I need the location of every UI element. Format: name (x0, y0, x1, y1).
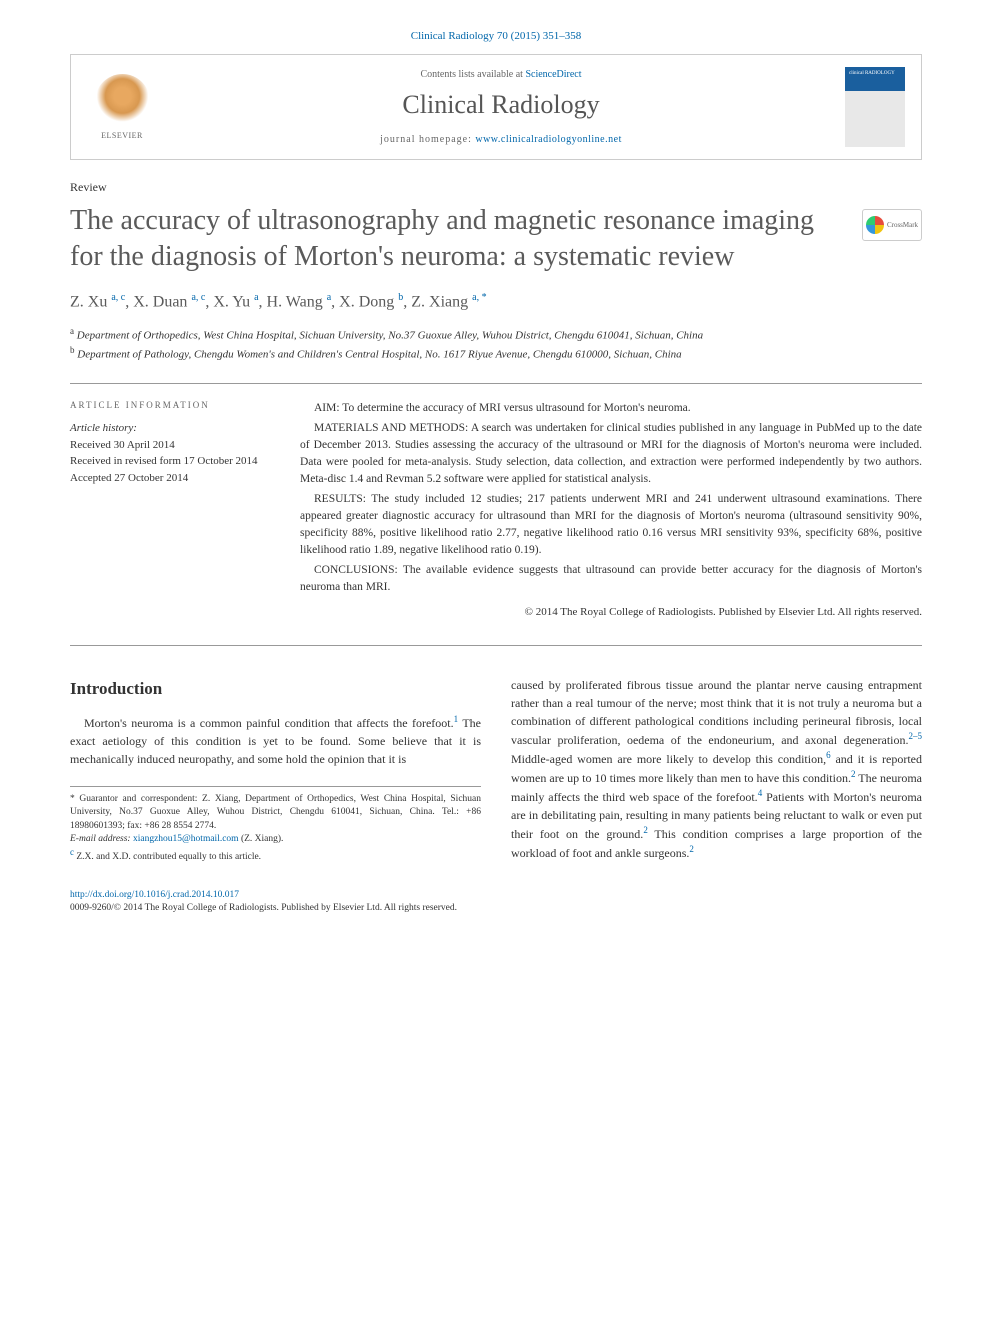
contents-prefix: Contents lists available at (420, 69, 525, 80)
body-text: Introduction Morton's neuroma is a commo… (70, 676, 922, 865)
elsevier-label: ELSEVIER (101, 131, 143, 140)
authors-list: Z. Xu a, c, X. Duan a, c, X. Yu a, H. Wa… (70, 292, 922, 311)
abstract-aim: AIM: To determine the accuracy of MRI ve… (300, 400, 922, 417)
revised-date: Received in revised form 17 October 2014 (70, 455, 258, 467)
history-label: Article history: (70, 422, 137, 434)
section-divider (70, 645, 922, 646)
abstract-results: RESULTS: The study included 12 studies; … (300, 491, 922, 560)
divider (70, 383, 922, 384)
received-date: Received 30 April 2014 (70, 439, 175, 451)
email-footnote: E-mail address: xiangzhou15@hotmail.com … (70, 833, 481, 846)
crossmark-label: CrossMark (887, 221, 918, 229)
elsevier-tree-icon (95, 74, 150, 129)
abstract: AIM: To determine the accuracy of MRI ve… (300, 400, 922, 620)
sciencedirect-link[interactable]: ScienceDirect (525, 69, 581, 80)
homepage-link[interactable]: www.clinicalradiologyonline.net (475, 134, 621, 145)
intro-paragraph-1: Morton's neuroma is a common painful con… (70, 713, 481, 768)
intro-heading: Introduction (70, 676, 481, 702)
article-title: The accuracy of ultrasonography and magn… (70, 203, 850, 276)
issn-copyright: 0009-9260/© 2014 The Royal College of Ra… (70, 903, 457, 913)
abstract-copyright: © 2014 The Royal College of Radiologists… (300, 604, 922, 621)
elsevier-logo[interactable]: ELSEVIER (87, 67, 157, 147)
affiliation-b: b Department of Pathology, Chengdu Women… (70, 344, 922, 363)
intro-paragraph-2: caused by proliferated fibrous tissue ar… (511, 676, 922, 862)
homepage-prefix: journal homepage: (380, 134, 475, 145)
footer: http://dx.doi.org/10.1016/j.crad.2014.10… (70, 889, 922, 916)
affiliations: a Department of Orthopedics, West China … (70, 325, 922, 363)
ref-2-5[interactable]: 2–5 (909, 731, 923, 741)
accepted-date: Accepted 27 October 2014 (70, 472, 188, 484)
article-type-label: Review (70, 180, 922, 195)
article-info-block: ARTICLE INFORMATION Article history: Rec… (70, 400, 270, 620)
contents-available-line: Contents lists available at ScienceDirec… (177, 69, 825, 80)
journal-cover-thumbnail[interactable] (845, 67, 905, 147)
journal-reference: Clinical Radiology 70 (2015) 351–358 (70, 30, 922, 42)
doi-link[interactable]: http://dx.doi.org/10.1016/j.crad.2014.10… (70, 890, 239, 900)
header-center: Contents lists available at ScienceDirec… (177, 69, 825, 145)
crossmark-badge[interactable]: CrossMark (862, 209, 922, 241)
abstract-conclusions: CONCLUSIONS: The available evidence sugg… (300, 562, 922, 597)
journal-homepage-line: journal homepage: www.clinicalradiologyo… (177, 134, 825, 145)
ref-2c[interactable]: 2 (689, 844, 694, 854)
journal-header: ELSEVIER Contents lists available at Sci… (70, 54, 922, 160)
abstract-methods: MATERIALS AND METHODS: A search was unde… (300, 420, 922, 489)
email-link[interactable]: xiangzhou15@hotmail.com (133, 834, 239, 844)
info-abstract-row: ARTICLE INFORMATION Article history: Rec… (70, 400, 922, 620)
title-row: The accuracy of ultrasonography and magn… (70, 203, 922, 276)
journal-name: Clinical Radiology (177, 90, 825, 120)
affiliation-a: a Department of Orthopedics, West China … (70, 325, 922, 344)
contribution-footnote: c Z.X. and X.D. contributed equally to t… (70, 846, 481, 864)
article-info-heading: ARTICLE INFORMATION (70, 400, 270, 410)
correspondent-footnote: * Guarantor and correspondent: Z. Xiang,… (70, 793, 481, 833)
footnotes: * Guarantor and correspondent: Z. Xiang,… (70, 786, 481, 865)
article-history: Article history: Received 30 April 2014 … (70, 420, 270, 486)
crossmark-icon (866, 216, 884, 234)
